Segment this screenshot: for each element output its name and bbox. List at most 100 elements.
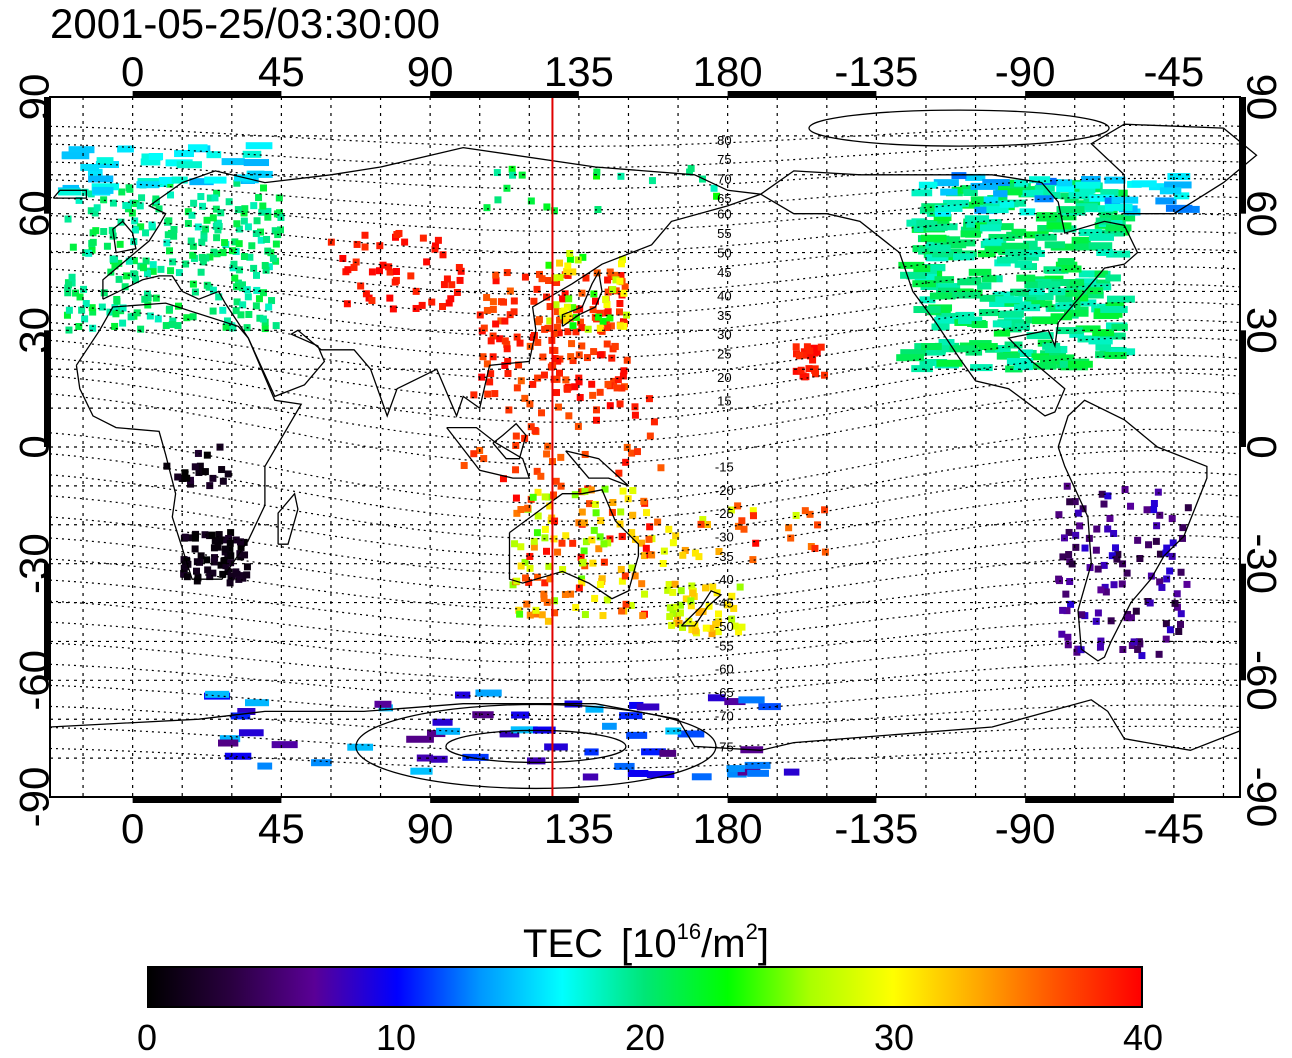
tec-point-europe: [232, 307, 240, 315]
tec-point-australia: [617, 508, 625, 516]
tec-point-new-zealand: [709, 583, 717, 591]
tec-point-south-america: [1096, 643, 1104, 651]
tec-point-north-america: [1059, 360, 1075, 368]
tec-point-europe: [214, 226, 222, 234]
tec-point-north-america: [999, 310, 1024, 318]
tec-point-sea-red: [554, 403, 562, 411]
tec-point-north-america: [1005, 249, 1028, 257]
tec-point-scandinavia-north: [206, 151, 222, 159]
tec-point-china-red: [613, 384, 621, 392]
tec-point-china-red: [492, 320, 500, 328]
tec-point-europe: [149, 267, 157, 275]
tec-point-japan-yellow: [618, 255, 626, 263]
tec-point-africa-south: [211, 537, 219, 545]
lon-tick-bottom: 180: [693, 805, 763, 852]
tec-point-europe: [209, 307, 217, 315]
tec-point-south-america: [1155, 650, 1163, 658]
tec-point-china-red: [617, 272, 625, 280]
tec-point-australia: [558, 539, 566, 547]
tec-point-antarctica: [454, 691, 471, 699]
tec-point-japan-yellow: [594, 313, 602, 321]
tec-point-north-america: [1105, 274, 1121, 282]
contour-mlat--60: [49, 662, 1241, 699]
tec-point-japan-yellow: [599, 317, 607, 325]
lon-tick-bottom: -135: [834, 805, 918, 852]
tec-point-japan-yellow: [612, 276, 620, 284]
tec-point-north-america: [1067, 360, 1093, 368]
tec-point-australia: [515, 606, 523, 614]
tec-point-sea-red: [538, 409, 546, 417]
contour-mlat-70: [49, 159, 1241, 190]
tec-point-pacific-islands: [648, 551, 656, 559]
tec-point-north-america: [1013, 363, 1033, 371]
tec-point-antarctica: [499, 730, 520, 738]
tec-point-central-asia-red: [357, 282, 365, 290]
tec-point-north-america: [1064, 309, 1089, 317]
tec-point-china-red: [575, 378, 583, 386]
tec-point-south-america: [1156, 578, 1164, 586]
tec-point-central-asia-red: [368, 297, 376, 305]
tec-point-china-red: [604, 308, 612, 316]
tec-point-hawaii-red: [797, 366, 805, 374]
lat-tick-left: 0: [11, 435, 58, 458]
tec-point-europe: [235, 225, 243, 233]
tec-point-north-america: [952, 291, 981, 299]
tec-point-europe: [143, 269, 151, 277]
tec-point-canada-north: [1056, 185, 1075, 193]
tec-point-china-red: [526, 342, 534, 350]
tec-point-south-america: [1168, 552, 1176, 560]
tec-point-sea-red: [480, 455, 488, 463]
tec-point-china-red: [540, 371, 548, 379]
tec-point-europe: [210, 248, 218, 256]
tec-point-europe: [259, 202, 267, 210]
tec-point-canada-north: [1029, 176, 1051, 184]
tec-point-japan-yellow: [616, 322, 624, 330]
tec-point-africa-south: [181, 533, 189, 541]
tec-point-australia: [522, 574, 530, 582]
tec-point-north-america: [979, 294, 1004, 302]
tec-point-pacific-islands: [792, 511, 800, 519]
tec-point-europe: [189, 313, 197, 321]
tec-point-pacific-islands: [646, 523, 654, 531]
tec-point-north-america: [1055, 327, 1083, 335]
tec-point-north-america: [960, 230, 982, 238]
tec-point-africa-south: [193, 558, 201, 566]
tec-point-europe: [170, 232, 178, 240]
tec-point-japan-yellow: [556, 273, 564, 281]
tec-point-europe: [260, 184, 268, 192]
tec-point-south-america: [1072, 543, 1080, 551]
tec-point-south-america: [1063, 607, 1071, 615]
tec-point-sea-red: [552, 389, 560, 397]
tec-point-europe: [229, 264, 237, 272]
tec-point-hawaii-red: [806, 347, 814, 355]
tec-point-canada-north: [918, 181, 938, 189]
tec-point-europe: [93, 204, 101, 212]
tec-point-pacific-islands: [806, 510, 814, 518]
tec-point-australia: [540, 594, 548, 602]
tec-point-antarctica: [205, 690, 230, 698]
tec-point-antarctica: [727, 770, 747, 778]
tec-point-north-america: [955, 311, 975, 319]
tec-point-europe: [91, 209, 99, 217]
tec-point-china-red: [513, 333, 521, 341]
tec-point-south-america: [1104, 525, 1112, 533]
lon-tick-bottom: 45: [258, 805, 305, 852]
tec-point-new-zealand: [702, 584, 710, 592]
tec-point-north-america: [1044, 241, 1066, 249]
tec-point-north-america: [1036, 292, 1054, 300]
tec-point-japan-yellow: [565, 311, 573, 319]
tec-point-europe: [165, 305, 173, 313]
tec-point-scandinavia-north: [136, 181, 160, 189]
tec-point-north-america: [977, 282, 992, 290]
frame-band-top: [430, 91, 579, 97]
tec-point-antarctica: [432, 718, 453, 726]
tec-point-europe: [188, 211, 196, 219]
tec-point-europe: [234, 206, 242, 214]
tec-point-new-zealand: [685, 617, 693, 625]
tec-point-china-red: [603, 340, 611, 348]
tec-point-europe: [100, 228, 108, 236]
tec-point-south-america: [1127, 502, 1135, 510]
tec-point-new-zealand: [665, 581, 673, 589]
tec-point-japan-yellow: [617, 260, 625, 268]
tec-point-china-red: [536, 270, 543, 278]
